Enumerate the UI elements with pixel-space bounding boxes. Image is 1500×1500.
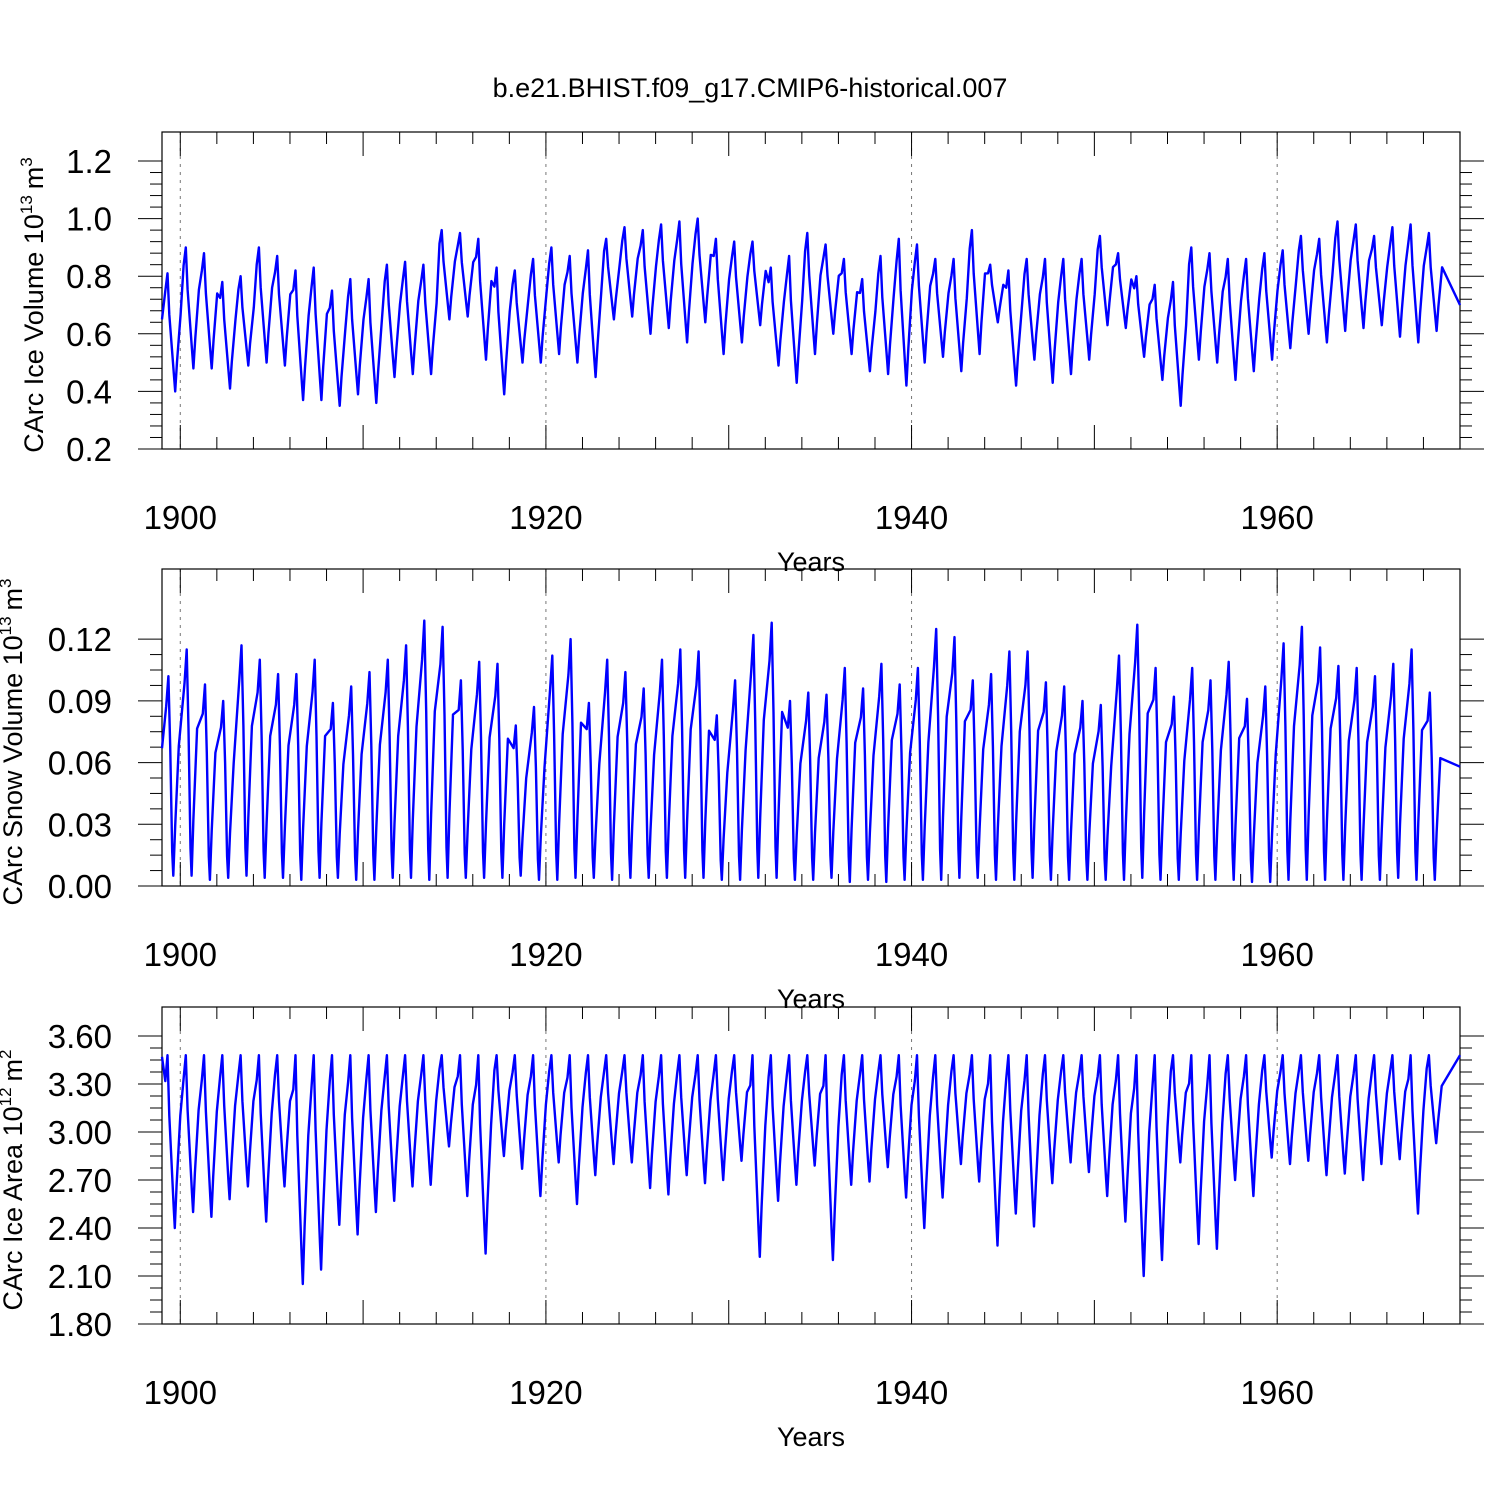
x-tick-label: 1940 (875, 1374, 948, 1411)
x-tick-label: 1920 (509, 499, 582, 536)
y-axis-label-unit-exponent: 3 (0, 578, 15, 587)
series-line-0 (160, 1054, 1462, 1286)
y-axis-label-unit-exponent: 2 (0, 1050, 15, 1059)
y-axis-label-text: CArc Ice Area 10 (0, 1106, 28, 1310)
y-axis-label-unit: m (19, 167, 49, 190)
plot-frame (161, 1006, 1461, 1325)
y-axis-label: CArc Snow Volume 1013 m3 (0, 578, 28, 905)
y-axis-label-exponent: 12 (0, 1087, 15, 1106)
y-axis-label-unit-exponent: 3 (17, 157, 36, 166)
y-axis-label: CArc Ice Area 1012 m2 (0, 1050, 28, 1311)
x-tick-label: 1900 (144, 1374, 217, 1411)
plot-frame (161, 131, 1461, 450)
x-axis-label: Years (777, 1422, 845, 1452)
y-axis-label: CArc Ice Volume 1013 m3 (17, 157, 49, 453)
x-tick-label: 1960 (1240, 936, 1313, 973)
y-tick-label: 1.80 (48, 1306, 112, 1343)
x-tick-label: 1940 (875, 499, 948, 536)
y-tick-label: 0.6 (66, 316, 112, 353)
y-tick-label: 3.30 (48, 1066, 112, 1103)
x-tick-label: 1960 (1240, 1374, 1313, 1411)
x-tick-label: 1960 (1240, 499, 1313, 536)
y-tick-label: 0.09 (48, 683, 112, 720)
y-tick-label: 3.00 (48, 1114, 112, 1151)
y-tick-label: 3.60 (48, 1018, 112, 1055)
panel-ice-area: 1.80 2.10 2.40 2.70 3.00 3.30 3.60 1900 1920 1940… (0, 1006, 1484, 1452)
panel-ice-volume: 0.2 0.4 0.6 0.8 1.0 1.2 1900 1920 1940 1960 Years C… (17, 131, 1484, 577)
x-tick-label: 1900 (144, 499, 217, 536)
y-tick-label: 1.0 (66, 201, 112, 238)
y-tick-label: 2.10 (48, 1258, 112, 1295)
y-tick-label: 2.70 (48, 1162, 112, 1199)
x-axis-label: Years (777, 984, 845, 1014)
y-tick-label: 0.12 (48, 621, 112, 658)
series-line-0 (160, 619, 1461, 884)
x-tick-label: 1900 (144, 936, 217, 973)
x-tick-label: 1920 (509, 1374, 582, 1411)
y-tick-label: 2.40 (48, 1210, 112, 1247)
y-tick-label: 0.06 (48, 745, 112, 782)
y-tick-label: 0.8 (66, 258, 112, 295)
y-axis-label-text: CArc Snow Volume 10 (0, 635, 28, 905)
chart-title: b.e21.BHIST.f09_g17.CMIP6-historical.007 (493, 73, 1008, 103)
plot-frame (161, 568, 1461, 887)
y-tick-label: 0.03 (48, 806, 112, 843)
y-tick-label: 1.2 (66, 143, 112, 180)
y-axis-label-exponent: 13 (0, 616, 15, 635)
y-axis-label-unit: m (0, 588, 28, 611)
y-tick-label: 0.2 (66, 431, 112, 468)
x-tick-label: 1920 (509, 936, 582, 973)
x-tick-label: 1940 (875, 936, 948, 973)
panel-snow-volume: 0.00 0.03 0.06 0.09 0.12 1900 1920 1940 1960 Year… (0, 568, 1484, 1014)
y-axis-label-exponent: 13 (17, 195, 36, 214)
x-axis-label: Years (777, 547, 845, 577)
y-axis-label-text: CArc Ice Volume 10 (19, 214, 49, 453)
y-tick-label: 0.4 (66, 373, 112, 410)
y-tick-label: 0.00 (48, 868, 112, 905)
y-axis-label-unit: m (0, 1059, 28, 1082)
series-line-0 (160, 217, 1462, 407)
